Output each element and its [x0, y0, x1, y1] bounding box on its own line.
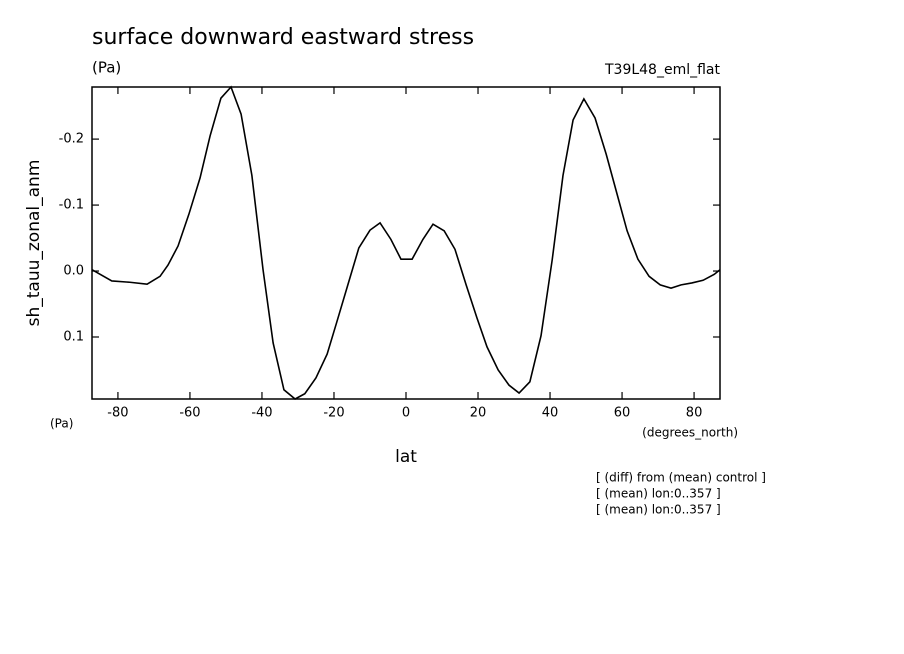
- x-tick-label: 20: [470, 406, 487, 421]
- y-tick-label: 0.1: [63, 329, 84, 344]
- x-tick-label: 0: [402, 406, 410, 421]
- x-tick-label: -40: [251, 406, 272, 421]
- plot-frame: [91, 86, 721, 400]
- y-axis-label: sh_tauu_zonal_anm: [24, 160, 44, 327]
- x-tick-label: 40: [542, 406, 559, 421]
- y-tick-label: 0.0: [63, 264, 84, 279]
- x-tick-label: 80: [686, 406, 703, 421]
- units-label: (Pa): [92, 59, 121, 77]
- y-units: (Pa): [50, 417, 73, 431]
- y-tick-label: -0.2: [59, 132, 84, 147]
- x-tick-label: -60: [179, 406, 200, 421]
- run-label: T39L48_eml_flat: [604, 62, 721, 78]
- note: [ (mean) lon:0..357 ]: [596, 503, 721, 517]
- x-units: (degrees_north): [642, 426, 738, 440]
- y-tick-label: -0.1: [59, 198, 84, 213]
- data-line: [91, 85, 721, 400]
- x-tick-label: -20: [323, 406, 344, 421]
- x-axis-label: lat: [395, 447, 417, 467]
- x-tick-label: 60: [614, 406, 631, 421]
- note: [ (mean) lon:0..357 ]: [596, 487, 721, 501]
- note: [ (diff) from (mean) control ]: [596, 471, 766, 485]
- chart-title: surface downward eastward stress: [92, 25, 474, 50]
- x-tick-label: -80: [107, 406, 128, 421]
